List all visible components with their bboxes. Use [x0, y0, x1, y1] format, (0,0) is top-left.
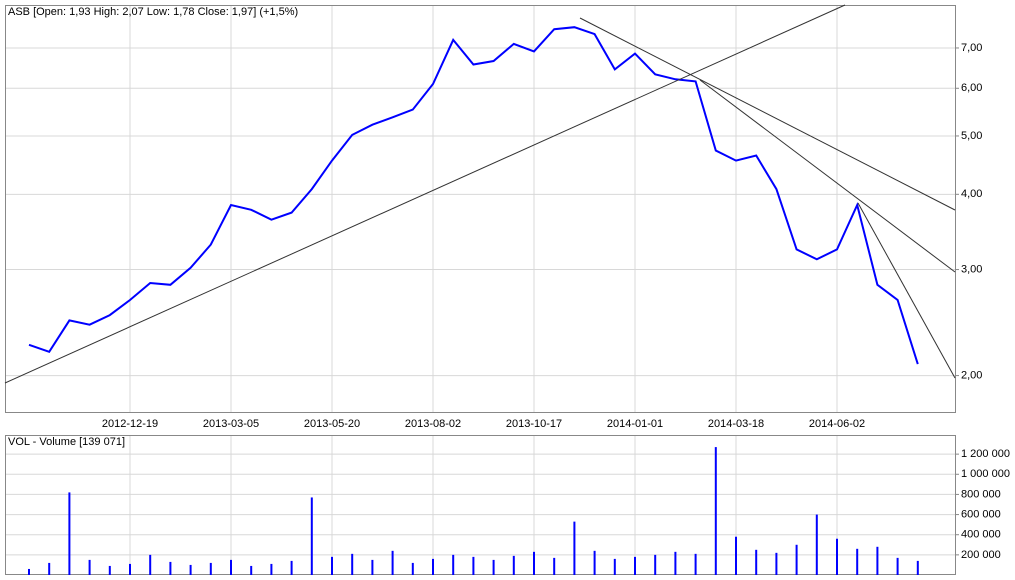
- y-tick-label: 2,00: [961, 369, 982, 381]
- y-tick-label: 400 000: [961, 529, 1001, 541]
- x-tick-label: 2014-03-18: [708, 418, 764, 430]
- volume-bar: [714, 447, 717, 575]
- volume-bar: [189, 564, 192, 575]
- x-tick-label: 2013-03-05: [203, 418, 259, 430]
- volume-bar: [755, 549, 758, 575]
- volume-bar: [28, 568, 30, 575]
- volume-bar: [876, 546, 879, 575]
- trend-line: [699, 79, 956, 273]
- volume-bar: [836, 538, 838, 575]
- volume-bar: [815, 514, 818, 575]
- volume-bar: [452, 554, 455, 575]
- y-tick-label: 1 000 000: [961, 468, 1010, 480]
- volume-bar: [68, 492, 71, 575]
- volume-bar: [654, 554, 657, 575]
- volume-bar: [472, 556, 475, 575]
- volume-bar: [512, 555, 515, 575]
- volume-bar: [371, 559, 374, 575]
- y-tick-label: 200 000: [961, 549, 1001, 561]
- volume-bar: [270, 563, 273, 575]
- x-tick-label: 2014-06-02: [809, 418, 865, 430]
- volume-bar: [331, 556, 333, 575]
- x-tick-label: 2013-10-17: [506, 418, 562, 430]
- volume-bar: [250, 565, 253, 575]
- volume-bar: [634, 556, 636, 575]
- chart-title: VOL - Volume [139 071]: [8, 436, 125, 448]
- trend-line: [857, 202, 956, 379]
- volume-bar: [694, 553, 697, 575]
- y-tick-label: 600 000: [961, 508, 1001, 520]
- volume-bar: [351, 553, 354, 575]
- y-tick-label: 800 000: [961, 488, 1001, 500]
- volume-bar: [916, 560, 919, 575]
- volume-bar: [310, 497, 313, 575]
- trend-line: [4, 4, 846, 384]
- chart-title: ASB [Open: 1,93 High: 2,07 Low: 1,78 Clo…: [8, 6, 298, 18]
- volume-bar: [856, 548, 859, 575]
- volume-bar: [129, 563, 131, 575]
- price-layer: 2,00 3,00 4,00 5,00 6,00 7,00 2012-12-19 2013-0…: [6, 6, 982, 575]
- price-line: [28, 26, 919, 365]
- x-tick-label: 2014-01-01: [607, 418, 663, 430]
- volume-bar: [553, 557, 556, 575]
- y-tick-label: 7,00: [961, 42, 982, 54]
- volume-bar: [209, 562, 212, 575]
- volume-bar: [48, 562, 51, 575]
- volume-layer: 200 000 400 000 600 000 800 000 1 000 000 1 2…: [6, 447, 1010, 575]
- volume-bar: [896, 557, 899, 575]
- volume-bar: [613, 558, 616, 575]
- trend-line: [579, 17, 956, 211]
- volume-bar: [108, 565, 111, 575]
- volume-bar: [492, 559, 495, 575]
- y-tick-label: 5,00: [961, 130, 982, 142]
- volume-bar: [735, 536, 737, 575]
- price-panel: [5, 5, 956, 413]
- volume-bar: [533, 551, 535, 575]
- volume-bar: [775, 552, 778, 575]
- volume-bar: [149, 554, 152, 575]
- volume-bar: [290, 560, 293, 575]
- volume-bar: [432, 558, 434, 575]
- volume-bar: [391, 550, 394, 575]
- x-tick-label: 2012-12-19: [102, 418, 158, 430]
- y-tick-label: 3,00: [961, 263, 982, 275]
- x-tick-label: 2013-08-02: [405, 418, 461, 430]
- volume-panel: [5, 435, 956, 575]
- y-tick-label: 1 200 000: [961, 448, 1010, 460]
- y-tick-label: 4,00: [961, 188, 982, 200]
- x-tick-label: 2013-05-20: [304, 418, 360, 430]
- volume-bar: [593, 550, 596, 575]
- volume-bar: [411, 562, 414, 575]
- volume-bar: [230, 559, 232, 575]
- volume-bar: [674, 551, 677, 575]
- volume-bar: [169, 561, 172, 575]
- y-tick-label: 6,00: [961, 82, 982, 94]
- volume-bar: [795, 544, 798, 575]
- volume-bar: [573, 521, 576, 575]
- volume-bar: [88, 559, 91, 575]
